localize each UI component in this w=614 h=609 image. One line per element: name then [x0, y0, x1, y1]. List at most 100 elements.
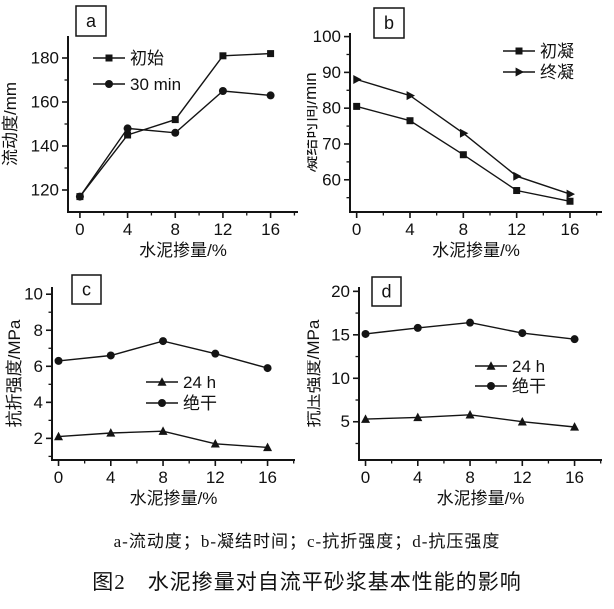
- y-tick-label: 180: [31, 49, 59, 68]
- y-tick-label: 4: [34, 393, 43, 412]
- x-tick-label: 12: [213, 220, 232, 239]
- series-line: [79, 90, 271, 198]
- marker-circle-data-point: [171, 128, 180, 137]
- marker-circle-data-point: [361, 329, 370, 338]
- marker-triangle-up-data-point: [54, 431, 64, 441]
- y-tick-label: 5: [341, 412, 350, 431]
- subplot-d-compressive-strength: 0 4 8 12 16 5 10 15 20 水泥掺量/% 抗压强度/MPa d 24 h 绝干: [307, 260, 614, 515]
- legend-label: 24 h: [183, 373, 216, 392]
- marker-circle-data-point: [54, 356, 63, 365]
- marker-circle-data-point: [211, 349, 220, 358]
- marker-triangle-up-data-point: [158, 426, 168, 435]
- marker-triangle-up-data-point: [361, 414, 371, 423]
- y-tick-label: 120: [31, 181, 59, 200]
- legend-label: 终凝: [540, 63, 574, 82]
- marker-triangle-up-legend: [157, 377, 167, 386]
- x-tick-label: 12: [507, 220, 526, 239]
- y-axis-label: 流动度/mm: [1, 82, 20, 166]
- marker-circle-data-point: [263, 364, 272, 373]
- marker-circle-data-point: [218, 87, 227, 95]
- y-tick-label: 70: [322, 134, 341, 153]
- marker-circle-data-point: [413, 323, 422, 332]
- marker-triangle-right-legend: [515, 67, 524, 77]
- y-tick-label: 2: [34, 429, 43, 448]
- y-tick-label: 10: [331, 369, 350, 388]
- marker-square-data-point: [459, 151, 467, 159]
- x-tick-label: 8: [465, 468, 474, 487]
- marker-circle-legend: [487, 382, 495, 390]
- y-axis-label: 凝结时间/min: [307, 72, 320, 172]
- x-tick-label: 8: [158, 468, 167, 487]
- x-tick-label: 16: [261, 220, 280, 239]
- x-tick-label: 8: [459, 220, 468, 239]
- marker-circle-data-point: [159, 337, 168, 346]
- marker-circle-data-point: [518, 329, 527, 338]
- panel-label: d: [381, 282, 391, 302]
- panel-label-box: [371, 276, 402, 307]
- marker-circle-data-point: [106, 351, 115, 360]
- marker-circle-data-point: [75, 192, 84, 201]
- marker-square-data-point: [406, 117, 414, 125]
- marker-triangle-right-data-point: [513, 171, 522, 181]
- marker-circle-legend: [105, 80, 113, 88]
- y-tick-label: 90: [322, 63, 341, 82]
- y-tick-label: 140: [31, 137, 59, 156]
- marker-triangle-up-data-point: [570, 422, 580, 431]
- legend-label: 绝干: [512, 377, 546, 396]
- panel-label: c: [82, 280, 91, 300]
- marker-square-data-point: [171, 116, 179, 124]
- y-tick-label: 100: [313, 27, 341, 46]
- subplot-c-flexural-strength: 0 4 8 12 16 2 4 6 8 10 水泥掺量/% 抗折强度/MPa c 24 h 绝干: [0, 260, 307, 515]
- marker-square-data-point: [566, 197, 574, 205]
- x-axis-label: 水泥掺量/%: [432, 241, 520, 260]
- subplot-grid: 0 4 8 12 16 120 140 160 180 水泥掺量/% 流动度/mm a 初始 30 min…: [0, 0, 614, 515]
- marker-triangle-up-data-point: [413, 412, 423, 422]
- marker-triangle-up-data-point: [106, 428, 116, 437]
- x-tick-label: 4: [405, 220, 414, 239]
- x-tick-label: 0: [352, 220, 361, 239]
- caption-title: 图2 水泥掺量对自流平砂浆基本性能的影响: [92, 570, 522, 594]
- x-tick-label: 0: [361, 468, 370, 487]
- y-tick-label: 20: [331, 282, 350, 301]
- x-tick-label: 4: [413, 468, 422, 487]
- x-axis-label: 水泥掺量/%: [139, 241, 227, 260]
- marker-circle-data-point: [466, 318, 475, 327]
- x-tick-label: 12: [206, 468, 225, 487]
- y-tick-label: 10: [24, 285, 43, 304]
- chart-d-compressive-strength: 0 4 8 12 16 5 10 15 20 水泥掺量/% 抗压强度/MPa d 24 h绝干: [307, 276, 602, 508]
- legend-label: 30 min: [130, 75, 181, 94]
- x-axis-label: 水泥掺量/%: [130, 489, 218, 508]
- subplot-a-fluidity: 0 4 8 12 16 120 140 160 180 水泥掺量/% 流动度/mm a 初始 30 min: [0, 0, 307, 260]
- x-tick-label: 16: [565, 468, 584, 487]
- marker-triangle-up-legend: [486, 361, 496, 370]
- y-tick-label: 80: [322, 99, 341, 118]
- marker-triangle-up-data-point: [263, 442, 273, 452]
- legend-label: 绝干: [183, 394, 217, 413]
- legend-label: 24 h: [512, 357, 545, 376]
- panel-label-box: [75, 5, 107, 37]
- marker-square-legend: [105, 54, 113, 62]
- panel-label: a: [86, 11, 97, 31]
- marker-triangle-right-data-point: [459, 128, 469, 138]
- marker-square-data-point: [353, 102, 361, 110]
- x-tick-label: 16: [561, 220, 580, 239]
- marker-square-data-point: [124, 131, 132, 139]
- marker-triangle-right-data-point: [406, 91, 415, 101]
- marker-triangle-up-data-point: [210, 438, 220, 448]
- legend-label: 初凝: [540, 42, 574, 61]
- panel-label: b: [384, 13, 394, 33]
- marker-triangle-right-data-point: [353, 75, 362, 85]
- y-tick-label: 15: [331, 325, 350, 344]
- y-tick-label: 60: [322, 170, 341, 189]
- series-line: [356, 78, 571, 195]
- subplot-b-setting-time: 0 4 8 12 16 60 70 80 90 100 水泥掺量/% 凝结时间/min b 初凝终凝: [307, 0, 614, 260]
- x-tick-label: 16: [258, 468, 277, 487]
- x-tick-label: 0: [75, 220, 84, 239]
- marker-circle-legend: [158, 399, 166, 407]
- marker-square-data-point: [513, 187, 521, 195]
- marker-square-legend: [515, 47, 523, 55]
- chart-a-fluidity: 0 4 8 12 16 120 140 160 180 水泥掺量/% 流动度/mm a 初始 30 min: [1, 5, 298, 260]
- x-tick-label: 0: [54, 468, 63, 487]
- marker-triangle-right-data-point: [566, 189, 575, 199]
